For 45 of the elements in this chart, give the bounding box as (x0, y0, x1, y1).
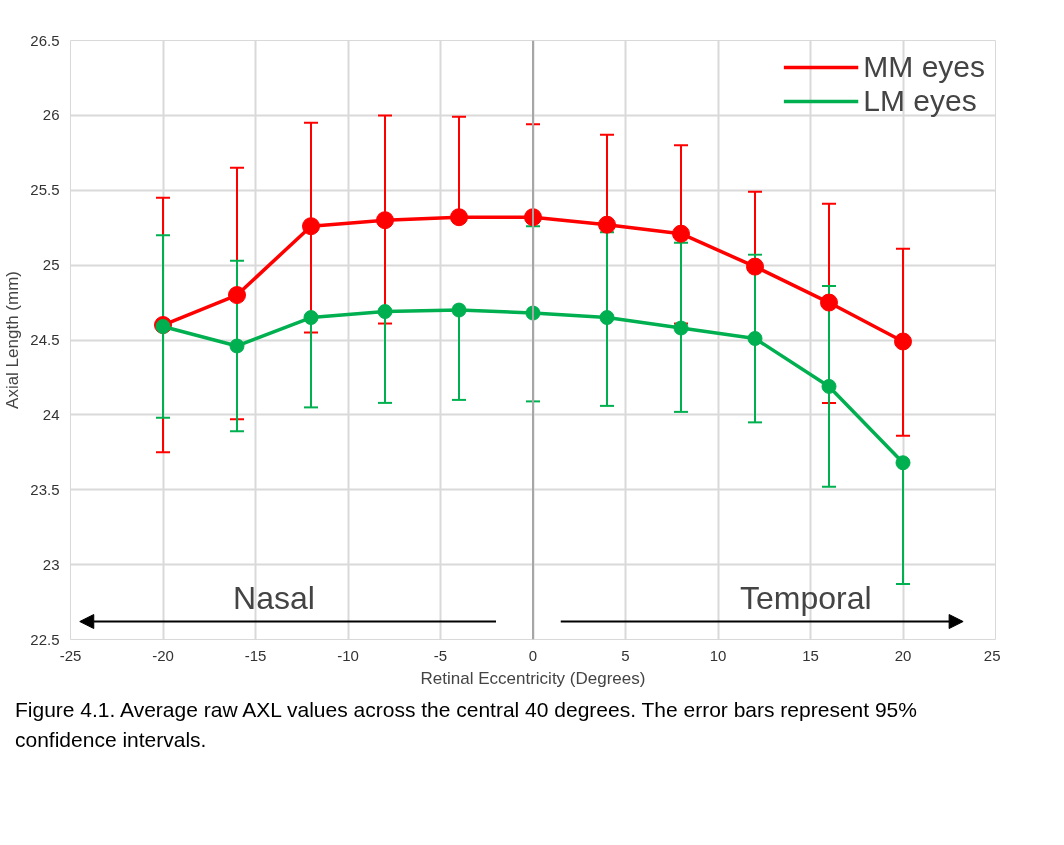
legend-label: LM eyes (863, 84, 977, 118)
x-axis-title: Retinal Eccentricity (Degrees) (420, 668, 646, 688)
x-tick-label: -5 (433, 646, 448, 664)
x-tick-label: -10 (337, 646, 359, 664)
x-tick-label: -20 (152, 646, 174, 664)
point (599, 310, 615, 326)
x-tick-label: 5 (621, 646, 630, 664)
y-tick-label: 26 (42, 106, 60, 124)
y-tick-label: 25.5 (30, 181, 60, 199)
x-tick-label: -15 (244, 646, 267, 664)
point (228, 286, 246, 305)
y-axis-title: Axial Length (mm) (3, 271, 23, 409)
point (229, 338, 245, 354)
annotation: Temporal (740, 579, 872, 616)
point (377, 304, 393, 320)
point (673, 320, 689, 336)
point (303, 310, 319, 326)
point (376, 211, 394, 230)
point (746, 257, 764, 276)
y-tick-label: 26.5 (30, 31, 60, 49)
x-tick-label: 20 (894, 646, 912, 664)
legend-label: MM eyes (863, 50, 985, 84)
point (894, 332, 912, 351)
point (598, 215, 616, 234)
y-tick-label: 22.5 (30, 630, 60, 648)
point (302, 217, 320, 236)
y-tick-label: 23.5 (30, 480, 60, 498)
x-tick-label: 25 (983, 646, 1001, 664)
annotation: Nasal (233, 579, 315, 616)
point (451, 302, 467, 318)
y-tick-label: 24 (42, 405, 60, 423)
y-tick-label: 24.5 (30, 331, 60, 348)
x-tick-label: 0 (528, 646, 538, 664)
point (821, 378, 837, 394)
y-tick-label: 25 (42, 256, 60, 274)
y-tick-label: 23 (42, 555, 60, 573)
point (672, 224, 690, 243)
point (820, 293, 838, 312)
x-tick-label: -25 (59, 646, 82, 664)
caption: Figure 4.1. Average raw AXL values across the central 40 degrees. The error bars represent 95% confidence intervals. (15, 697, 918, 753)
x-tick-label: 15 (802, 646, 819, 664)
point (450, 208, 468, 227)
point (895, 455, 911, 471)
x-tick-label: 10 (709, 646, 727, 664)
point (747, 331, 763, 346)
